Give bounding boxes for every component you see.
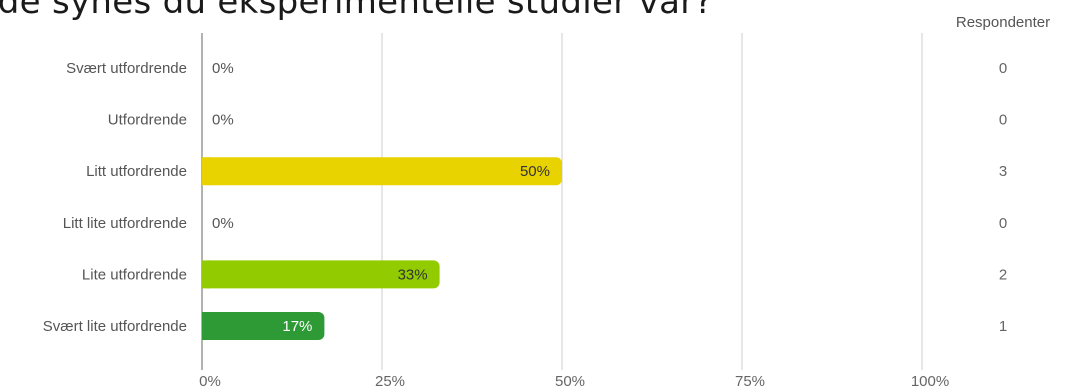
x-tick-label: 75% [735, 373, 765, 390]
value-label: 17% [282, 318, 312, 335]
bar-left-edge [202, 157, 210, 186]
category-label: Svært utfordrende [66, 60, 187, 77]
category-label: Utfordrende [108, 112, 187, 129]
category-label: Litt lite utfordrende [63, 215, 187, 232]
category-label: Lite utfordrende [82, 266, 187, 283]
bar [202, 312, 325, 340]
x-tick-label: 100% [911, 373, 949, 390]
x-tick-label: 50% [555, 373, 585, 390]
category-label: Litt utfordrende [86, 163, 187, 180]
question-title: ide synes du eksperimentelle studier var… [0, 0, 713, 22]
value-label: 0% [212, 60, 234, 77]
value-label: 0% [212, 215, 234, 232]
bar-left-edge [202, 312, 210, 340]
x-tick-label: 25% [375, 373, 405, 390]
respondents-header: Respondenter [956, 14, 1050, 31]
respondent-count: 1 [999, 318, 1007, 335]
respondent-count: 0 [999, 112, 1007, 129]
value-label: 33% [398, 266, 428, 283]
respondent-count: 3 [999, 163, 1007, 180]
value-label: 50% [520, 163, 550, 180]
respondent-count: 0 [999, 60, 1007, 77]
x-tick-label: 0% [199, 373, 221, 390]
value-label: 0% [212, 112, 234, 129]
bar [202, 157, 562, 186]
bar [202, 260, 440, 289]
bar-left-edge [202, 260, 210, 289]
respondent-count: 0 [999, 215, 1007, 232]
category-label: Svært lite utfordrende [43, 318, 187, 335]
respondent-count: 2 [999, 266, 1007, 283]
